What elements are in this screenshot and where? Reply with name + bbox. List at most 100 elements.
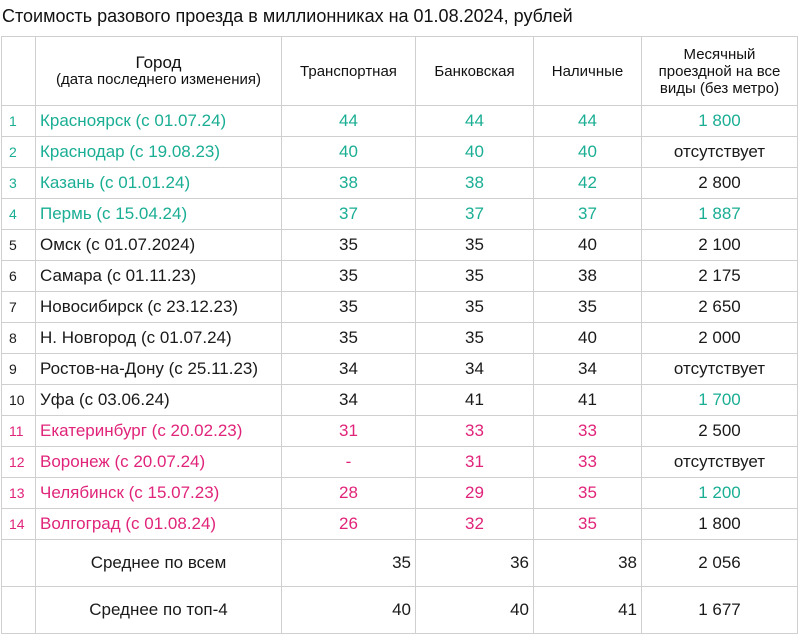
city-cell: Самара (с 01.11.23) xyxy=(35,260,282,292)
table-row: 14 Волгоград (с 01.08.24) 26 32 35 1 800 xyxy=(1,508,798,540)
city-cell: Челябинск (с 15.07.23) xyxy=(35,477,282,509)
table-row: 11 Екатеринбург (с 20.02.23) 31 33 33 2 500 xyxy=(1,415,798,447)
row-number: 4 xyxy=(1,198,36,230)
row-number: 11 xyxy=(1,415,36,447)
city-cell: Ростов-на-Дону (с 25.11.23) xyxy=(35,353,282,385)
monthly-pass-cell: 2 175 xyxy=(641,260,798,292)
transport-cell: 38 xyxy=(281,167,416,199)
average-transport: 40 xyxy=(281,586,416,634)
city-cell: Красноярск (с 01.07.24) xyxy=(35,105,282,137)
city-cell: Екатеринбург (с 20.02.23) xyxy=(35,415,282,447)
transport-cell: 35 xyxy=(281,291,416,323)
monthly-pass-cell: 1 800 xyxy=(641,105,798,137)
cash-cell: 33 xyxy=(533,415,642,447)
fare-table: Город (дата последнего изменения) Трансп… xyxy=(1,36,798,634)
row-number: 2 xyxy=(1,136,36,168)
bank-cell: 40 xyxy=(415,136,534,168)
transport-cell: 37 xyxy=(281,198,416,230)
average-label: Среднее по всем xyxy=(35,539,282,587)
cash-cell: 33 xyxy=(533,446,642,478)
table-title: Стоимость разового проезда в миллионника… xyxy=(2,6,573,26)
transport-cell: 35 xyxy=(281,229,416,261)
table-row: 8 Н. Новгород (с 01.07.24) 35 35 40 2 000 xyxy=(1,322,798,354)
header-monthly: Месячный проездной на все виды (без метр… xyxy=(641,36,798,106)
average-empty-cell xyxy=(1,586,36,634)
bank-cell: 38 xyxy=(415,167,534,199)
bank-cell: 35 xyxy=(415,291,534,323)
cash-cell: 35 xyxy=(533,477,642,509)
bank-cell: 29 xyxy=(415,477,534,509)
monthly-pass-cell: 2 000 xyxy=(641,322,798,354)
transport-cell: 44 xyxy=(281,105,416,137)
row-number: 7 xyxy=(1,291,36,323)
bank-cell: 37 xyxy=(415,198,534,230)
bank-cell: 32 xyxy=(415,508,534,540)
average-cash: 41 xyxy=(533,586,642,634)
header-cash: Наличные xyxy=(533,36,642,106)
cash-cell: 44 xyxy=(533,105,642,137)
transport-cell: - xyxy=(281,446,416,478)
bank-cell: 41 xyxy=(415,384,534,416)
table-row: 6 Самара (с 01.11.23) 35 35 38 2 175 xyxy=(1,260,798,292)
header-city: Город (дата последнего изменения) xyxy=(35,36,282,106)
cash-cell: 38 xyxy=(533,260,642,292)
transport-cell: 35 xyxy=(281,322,416,354)
city-cell: Пермь (с 15.04.24) xyxy=(35,198,282,230)
city-cell: Краснодар (с 19.08.23) xyxy=(35,136,282,168)
table-row: 3 Казань (с 01.01.24) 38 38 42 2 800 xyxy=(1,167,798,199)
cash-cell: 40 xyxy=(533,136,642,168)
bank-cell: 31 xyxy=(415,446,534,478)
monthly-pass-cell: 1 700 xyxy=(641,384,798,416)
row-number: 1 xyxy=(1,105,36,137)
average-label: Среднее по топ-4 xyxy=(35,586,282,634)
table-row: 5 Омск (с 01.07.2024) 35 35 40 2 100 xyxy=(1,229,798,261)
transport-cell: 35 xyxy=(281,260,416,292)
cash-cell: 34 xyxy=(533,353,642,385)
city-cell: Воронеж (с 20.07.24) xyxy=(35,446,282,478)
monthly-pass-cell: 1 887 xyxy=(641,198,798,230)
monthly-pass-cell: 2 100 xyxy=(641,229,798,261)
row-number: 6 xyxy=(1,260,36,292)
average-monthly: 1 677 xyxy=(641,586,798,634)
header-bank: Банковская xyxy=(415,36,534,106)
monthly-pass-cell: отсутствует xyxy=(641,136,798,168)
monthly-pass-cell: 2 500 xyxy=(641,415,798,447)
monthly-pass-cell: 2 800 xyxy=(641,167,798,199)
transport-cell: 34 xyxy=(281,353,416,385)
city-cell: Омск (с 01.07.2024) xyxy=(35,229,282,261)
average-monthly: 2 056 xyxy=(641,539,798,587)
average-row: Среднее по топ-4 40 40 41 1 677 xyxy=(1,586,798,634)
table-row: 4 Пермь (с 15.04.24) 37 37 37 1 887 xyxy=(1,198,798,230)
header-city-main: Город xyxy=(135,53,182,72)
cash-cell: 42 xyxy=(533,167,642,199)
cash-cell: 41 xyxy=(533,384,642,416)
average-transport: 35 xyxy=(281,539,416,587)
city-cell: Уфа (с 03.06.24) xyxy=(35,384,282,416)
row-number: 14 xyxy=(1,508,36,540)
transport-cell: 40 xyxy=(281,136,416,168)
header-num xyxy=(1,36,36,106)
row-number: 9 xyxy=(1,353,36,385)
city-cell: Новосибирск (с 23.12.23) xyxy=(35,291,282,323)
cash-cell: 40 xyxy=(533,322,642,354)
bank-cell: 35 xyxy=(415,260,534,292)
row-number: 13 xyxy=(1,477,36,509)
bank-cell: 44 xyxy=(415,105,534,137)
table-row: 13 Челябинск (с 15.07.23) 28 29 35 1 200 xyxy=(1,477,798,509)
cash-cell: 35 xyxy=(533,291,642,323)
average-row: Среднее по всем 35 36 38 2 056 xyxy=(1,539,798,587)
bank-cell: 33 xyxy=(415,415,534,447)
transport-cell: 26 xyxy=(281,508,416,540)
city-cell: Волгоград (с 01.08.24) xyxy=(35,508,282,540)
bank-cell: 35 xyxy=(415,322,534,354)
monthly-pass-cell: отсутствует xyxy=(641,446,798,478)
cash-cell: 40 xyxy=(533,229,642,261)
row-number: 5 xyxy=(1,229,36,261)
header-monthly-line2: проездной на все xyxy=(658,62,781,80)
city-cell: Н. Новгород (с 01.07.24) xyxy=(35,322,282,354)
header-transport: Транспортная xyxy=(281,36,416,106)
row-number: 10 xyxy=(1,384,36,416)
row-number: 8 xyxy=(1,322,36,354)
table-row: 9 Ростов-на-Дону (с 25.11.23) 34 34 34 отсутс… xyxy=(1,353,798,385)
transport-cell: 34 xyxy=(281,384,416,416)
